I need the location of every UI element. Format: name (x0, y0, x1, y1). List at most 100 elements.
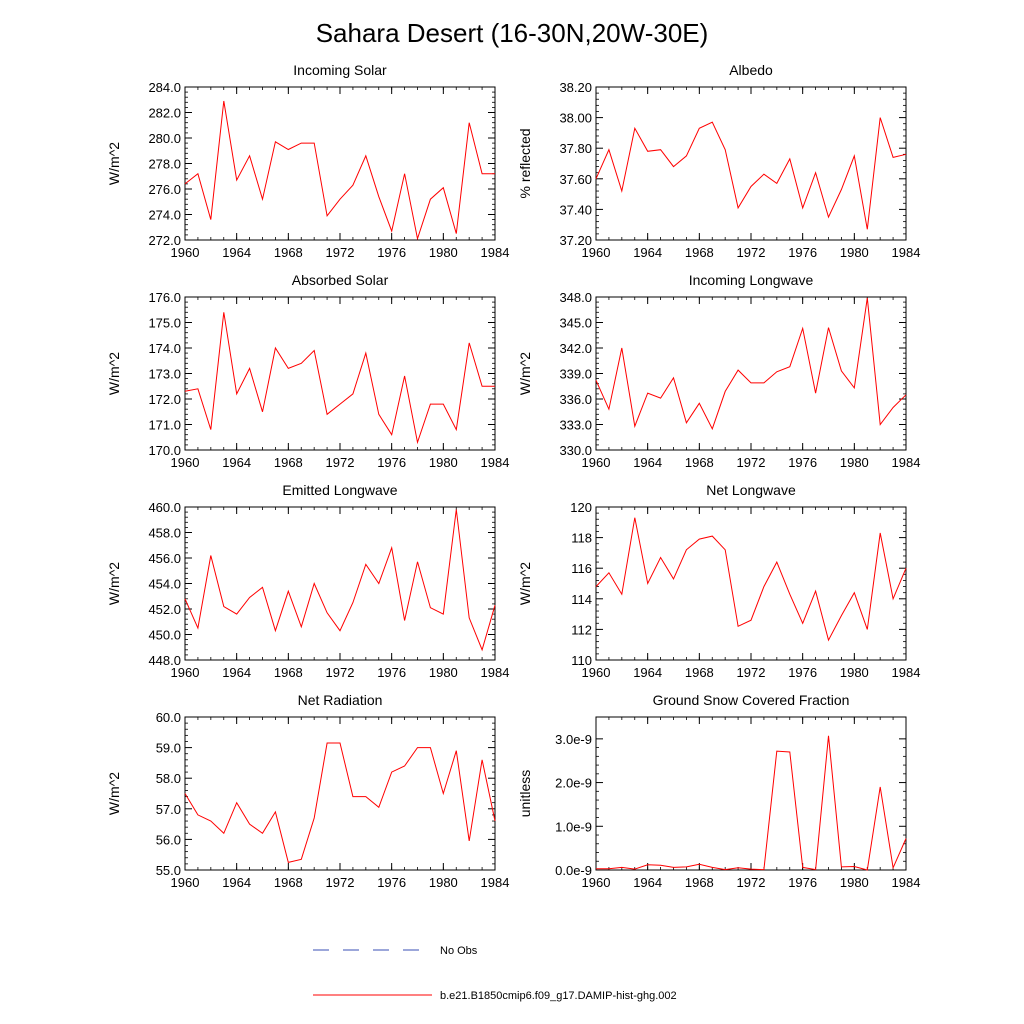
x-tick-label: 1980 (840, 245, 869, 260)
y-tick-label: 176.0 (148, 290, 181, 305)
x-tick-label: 1972 (737, 245, 766, 260)
x-tick-label: 1964 (633, 245, 662, 260)
x-tick-label: 1976 (377, 875, 406, 890)
series-line-0 (595, 117, 907, 230)
y-tick-label: 330.0 (559, 443, 592, 458)
y-tick-label: 450.0 (148, 628, 181, 643)
y-tick-label: 282.0 (148, 106, 181, 121)
x-tick-label: 1972 (326, 665, 355, 680)
legend-label-no-obs: No Obs (440, 945, 478, 957)
y-tick-label: 55.0 (156, 863, 181, 878)
x-tick-label: 1972 (737, 875, 766, 890)
plot-frame (184, 296, 496, 451)
x-tick-label: 1968 (685, 245, 714, 260)
y-tick-label: 274.0 (148, 208, 181, 223)
y-axis-label: W/m^2 (517, 352, 533, 395)
chart-panel-7: 1960 1964 1968 1972 1976 1980 1984 0.0e-9 1.0e-9… (517, 692, 920, 890)
plot-frame (595, 716, 907, 871)
y-tick-label: 172.0 (148, 392, 181, 407)
y-tick-label: 112 (571, 622, 592, 637)
y-tick-label: 173.0 (148, 367, 181, 382)
x-tick-label: 1968 (685, 875, 714, 890)
plot-frame (595, 296, 907, 451)
legend: No Obs b.e21.B1850cmip6.f09_g17.DAMIP-hi… (313, 945, 677, 1002)
x-tick-label: 1980 (429, 665, 458, 680)
x-tick-label: 1960 (171, 245, 200, 260)
x-tick-label: 1972 (737, 455, 766, 470)
x-tick-label: 1984 (892, 875, 921, 890)
series-line-0 (596, 735, 907, 871)
plot-frame (184, 506, 496, 661)
series-line-0 (595, 517, 907, 642)
plot-frame (595, 86, 907, 241)
x-tick-label: 1964 (633, 875, 662, 890)
series-line-0 (595, 297, 907, 431)
x-tick-label: 1984 (481, 875, 510, 890)
y-tick-label: 0.0e-9 (555, 863, 592, 878)
x-tick-label: 1960 (582, 875, 611, 890)
x-tick-label: 1980 (840, 875, 869, 890)
y-tick-label: 339.0 (559, 367, 592, 382)
panel-title: Absorbed Solar (292, 272, 389, 288)
x-tick-label: 1964 (222, 455, 251, 470)
x-tick-label: 1984 (481, 665, 510, 680)
y-tick-label: 118 (571, 531, 592, 546)
x-tick-label: 1968 (274, 455, 303, 470)
x-tick-label: 1980 (840, 455, 869, 470)
x-tick-label: 1968 (685, 665, 714, 680)
y-tick-label: 174.0 (148, 341, 181, 356)
x-tick-label: 1972 (326, 245, 355, 260)
panel-title: Net Longwave (706, 482, 796, 498)
x-tick-label: 1964 (222, 665, 251, 680)
x-tick-label: 1984 (481, 455, 510, 470)
y-tick-label: 460.0 (148, 500, 181, 515)
y-tick-label: 56.0 (156, 832, 181, 847)
panel-title: Incoming Longwave (689, 272, 814, 288)
y-tick-label: 2.0e-9 (555, 776, 592, 791)
y-axis-label: W/m^2 (517, 562, 533, 605)
x-tick-label: 1964 (222, 245, 251, 260)
x-tick-label: 1976 (377, 455, 406, 470)
y-tick-label: 348.0 (559, 290, 592, 305)
y-tick-label: 280.0 (148, 131, 181, 146)
panel-title: Incoming Solar (293, 62, 387, 78)
x-tick-label: 1980 (429, 245, 458, 260)
y-tick-label: 1.0e-9 (555, 819, 592, 834)
chart-panel-0: 1960 1964 1968 1972 1976 1980 1984 272.0 274.0 27… (106, 62, 509, 260)
x-tick-label: 1964 (633, 665, 662, 680)
series-line-0 (184, 742, 496, 864)
y-tick-label: 456.0 (148, 551, 181, 566)
x-tick-label: 1972 (326, 875, 355, 890)
y-tick-label: 345.0 (559, 316, 592, 331)
x-tick-label: 1976 (788, 875, 817, 890)
y-tick-label: 37.20 (559, 233, 592, 248)
y-tick-label: 59.0 (156, 741, 181, 756)
x-tick-label: 1968 (274, 245, 303, 260)
x-tick-label: 1960 (582, 455, 611, 470)
x-tick-label: 1960 (171, 455, 200, 470)
y-tick-label: 454.0 (148, 577, 181, 592)
x-tick-label: 1960 (171, 875, 200, 890)
x-tick-label: 1976 (377, 245, 406, 260)
x-tick-label: 1980 (840, 665, 869, 680)
y-tick-label: 448.0 (148, 653, 181, 668)
chart-panel-4: 1960 1964 1968 1972 1976 1980 1984 448.0 450.0 45… (106, 482, 509, 680)
panel-title: Emitted Longwave (282, 482, 397, 498)
series-line-0 (184, 509, 496, 652)
x-tick-label: 1984 (892, 245, 921, 260)
y-tick-label: 38.20 (559, 80, 592, 95)
series-line-0 (184, 312, 495, 445)
panel-title: Ground Snow Covered Fraction (653, 692, 850, 708)
y-axis-label: W/m^2 (106, 142, 122, 185)
chart-panel-1: 1960 1964 1968 1972 1976 1980 1984 37.20 37.40 37… (517, 62, 920, 260)
y-axis-label: unitless (517, 770, 533, 817)
y-axis-label: W/m^2 (106, 352, 122, 395)
legend-label-model: b.e21.B1850cmip6.f09_g17.DAMIP-hist-ghg.… (440, 990, 677, 1002)
figure-title: Sahara Desert (16-30N,20W-30E) (316, 18, 709, 48)
y-tick-label: 272.0 (148, 233, 181, 248)
x-tick-label: 1960 (171, 665, 200, 680)
chart-panel-6: 1960 1964 1968 1972 1976 1980 1984 55.0 56.0 57.0… (106, 692, 509, 890)
x-tick-label: 1972 (737, 665, 766, 680)
y-tick-label: 458.0 (148, 526, 181, 541)
y-tick-label: 60.0 (156, 710, 181, 725)
